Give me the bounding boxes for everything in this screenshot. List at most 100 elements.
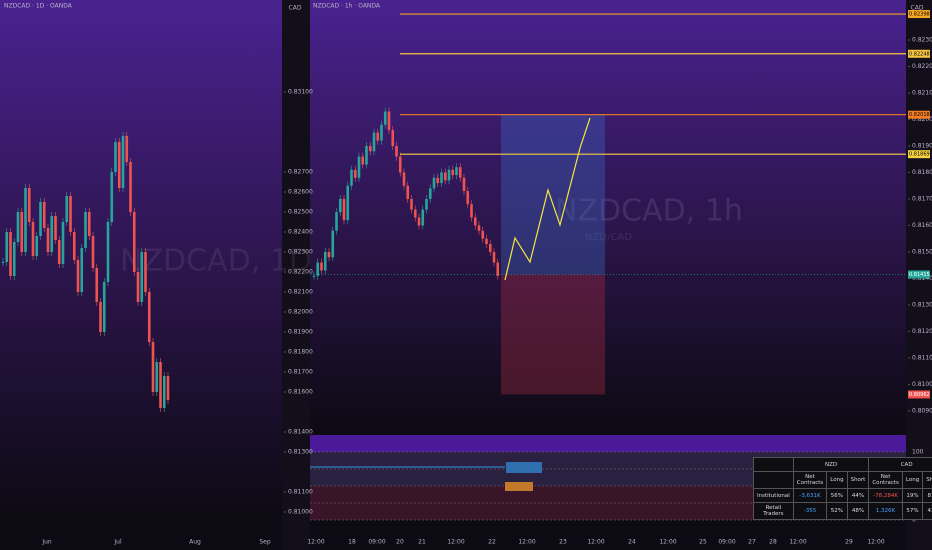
cell: 52% xyxy=(826,502,848,520)
candle xyxy=(365,145,368,165)
right-bg xyxy=(310,0,906,435)
candle xyxy=(342,198,346,221)
y-tick-label: 100 xyxy=(912,449,924,456)
y-tick-label: 0.82500 xyxy=(288,209,313,216)
candle xyxy=(391,130,395,146)
candle xyxy=(102,282,106,332)
candle xyxy=(46,228,50,252)
x-tick-label: 09:00 xyxy=(718,539,735,546)
candle xyxy=(323,251,327,271)
x-tick-label: Sep xyxy=(259,539,271,546)
candle xyxy=(159,362,162,408)
candle xyxy=(421,209,425,226)
candle xyxy=(458,167,462,178)
candle xyxy=(443,172,447,181)
candle xyxy=(106,222,110,282)
y-tick-label: 0.82200 xyxy=(288,269,313,276)
level-label: 0.82398 xyxy=(909,12,930,18)
left-currency: CAD xyxy=(289,5,302,12)
col: Long xyxy=(901,471,924,489)
x-tick-label: 22 xyxy=(488,539,496,546)
y-tick-label: 0.81300 xyxy=(288,449,313,456)
y-tick-label: 0.81000 xyxy=(288,509,313,516)
y-tick-label: 0.83100 xyxy=(288,89,313,96)
candle xyxy=(136,272,140,302)
y-tick-label: 0.82000 xyxy=(912,116,932,123)
stop-badge xyxy=(908,390,930,399)
candle xyxy=(455,167,458,176)
col: Long xyxy=(826,471,848,489)
cell: -78,284K xyxy=(868,488,903,503)
indicator-badge-2 xyxy=(505,482,533,491)
candle xyxy=(380,124,383,141)
level-label: 0.82248 xyxy=(909,51,930,57)
candle xyxy=(338,198,342,213)
y-tick-label: 0.82300 xyxy=(288,249,313,256)
candle xyxy=(428,188,432,199)
x-tick-label: 21 xyxy=(418,539,426,546)
x-tick-label: 12:00 xyxy=(307,539,324,546)
cell: 43% xyxy=(922,502,932,520)
candle xyxy=(117,142,121,188)
cell: 44% xyxy=(846,488,870,503)
y-tick-label: 0.82400 xyxy=(288,229,313,236)
candle xyxy=(331,230,335,258)
x-tick-label: 12:00 xyxy=(518,539,535,546)
x-tick-label: 23 xyxy=(559,539,567,546)
candle xyxy=(496,262,500,276)
x-tick-label: 20 xyxy=(396,539,404,546)
y-tick-label: 0.82000 xyxy=(288,309,313,316)
col: Net Contracts xyxy=(792,471,828,489)
col: Short xyxy=(846,471,870,489)
candle xyxy=(5,232,9,262)
y-tick-label: 0.82200 xyxy=(912,63,932,70)
level-badge xyxy=(908,49,930,58)
y-tick-label: 0.82100 xyxy=(912,89,932,96)
y-tick-label: 0.81900 xyxy=(912,142,932,149)
x-tick-label: 29 xyxy=(845,539,853,546)
candle xyxy=(99,302,102,332)
y-tick-label: 0.81100 xyxy=(912,354,932,361)
candle xyxy=(9,232,12,276)
candle xyxy=(316,262,320,276)
level-label: 0.82018 xyxy=(909,112,930,118)
y-tick-label: 0.81600 xyxy=(912,222,932,229)
candle xyxy=(12,242,16,276)
y-tick-label: 0.81800 xyxy=(912,169,932,176)
x-tick-label: Jun xyxy=(41,539,52,546)
level-label: 0.81869 xyxy=(909,152,930,158)
candle xyxy=(485,238,488,244)
x-tick-label: 12:00 xyxy=(659,539,676,546)
right-watermark-sub: NZD/CAD xyxy=(585,232,632,243)
cell: 57% xyxy=(901,502,924,520)
cell: 1,326K xyxy=(868,502,903,520)
candle xyxy=(50,216,54,252)
candle xyxy=(481,230,485,239)
candle xyxy=(155,362,159,392)
candle xyxy=(477,225,481,231)
candle xyxy=(84,212,87,248)
candle xyxy=(425,198,428,210)
col: Short xyxy=(922,471,932,489)
candle xyxy=(125,136,129,162)
candle xyxy=(473,217,477,226)
candle xyxy=(144,252,147,292)
candle xyxy=(132,212,136,272)
candle xyxy=(114,142,117,172)
candle xyxy=(87,212,91,236)
x-tick-label: 28 xyxy=(769,539,777,546)
candle xyxy=(353,169,357,178)
y-tick-label: 0.81700 xyxy=(912,195,932,202)
candle xyxy=(357,156,361,178)
y-tick-label: 0.81700 xyxy=(288,369,313,376)
candle xyxy=(466,191,470,205)
candle xyxy=(470,204,473,218)
candle xyxy=(72,232,76,260)
candle xyxy=(129,162,132,212)
candle xyxy=(69,196,72,232)
x-tick-label: 24 xyxy=(628,539,636,546)
row-label: Institutional xyxy=(753,488,794,503)
candle xyxy=(151,342,155,392)
x-tick-label: 27 xyxy=(748,539,756,546)
